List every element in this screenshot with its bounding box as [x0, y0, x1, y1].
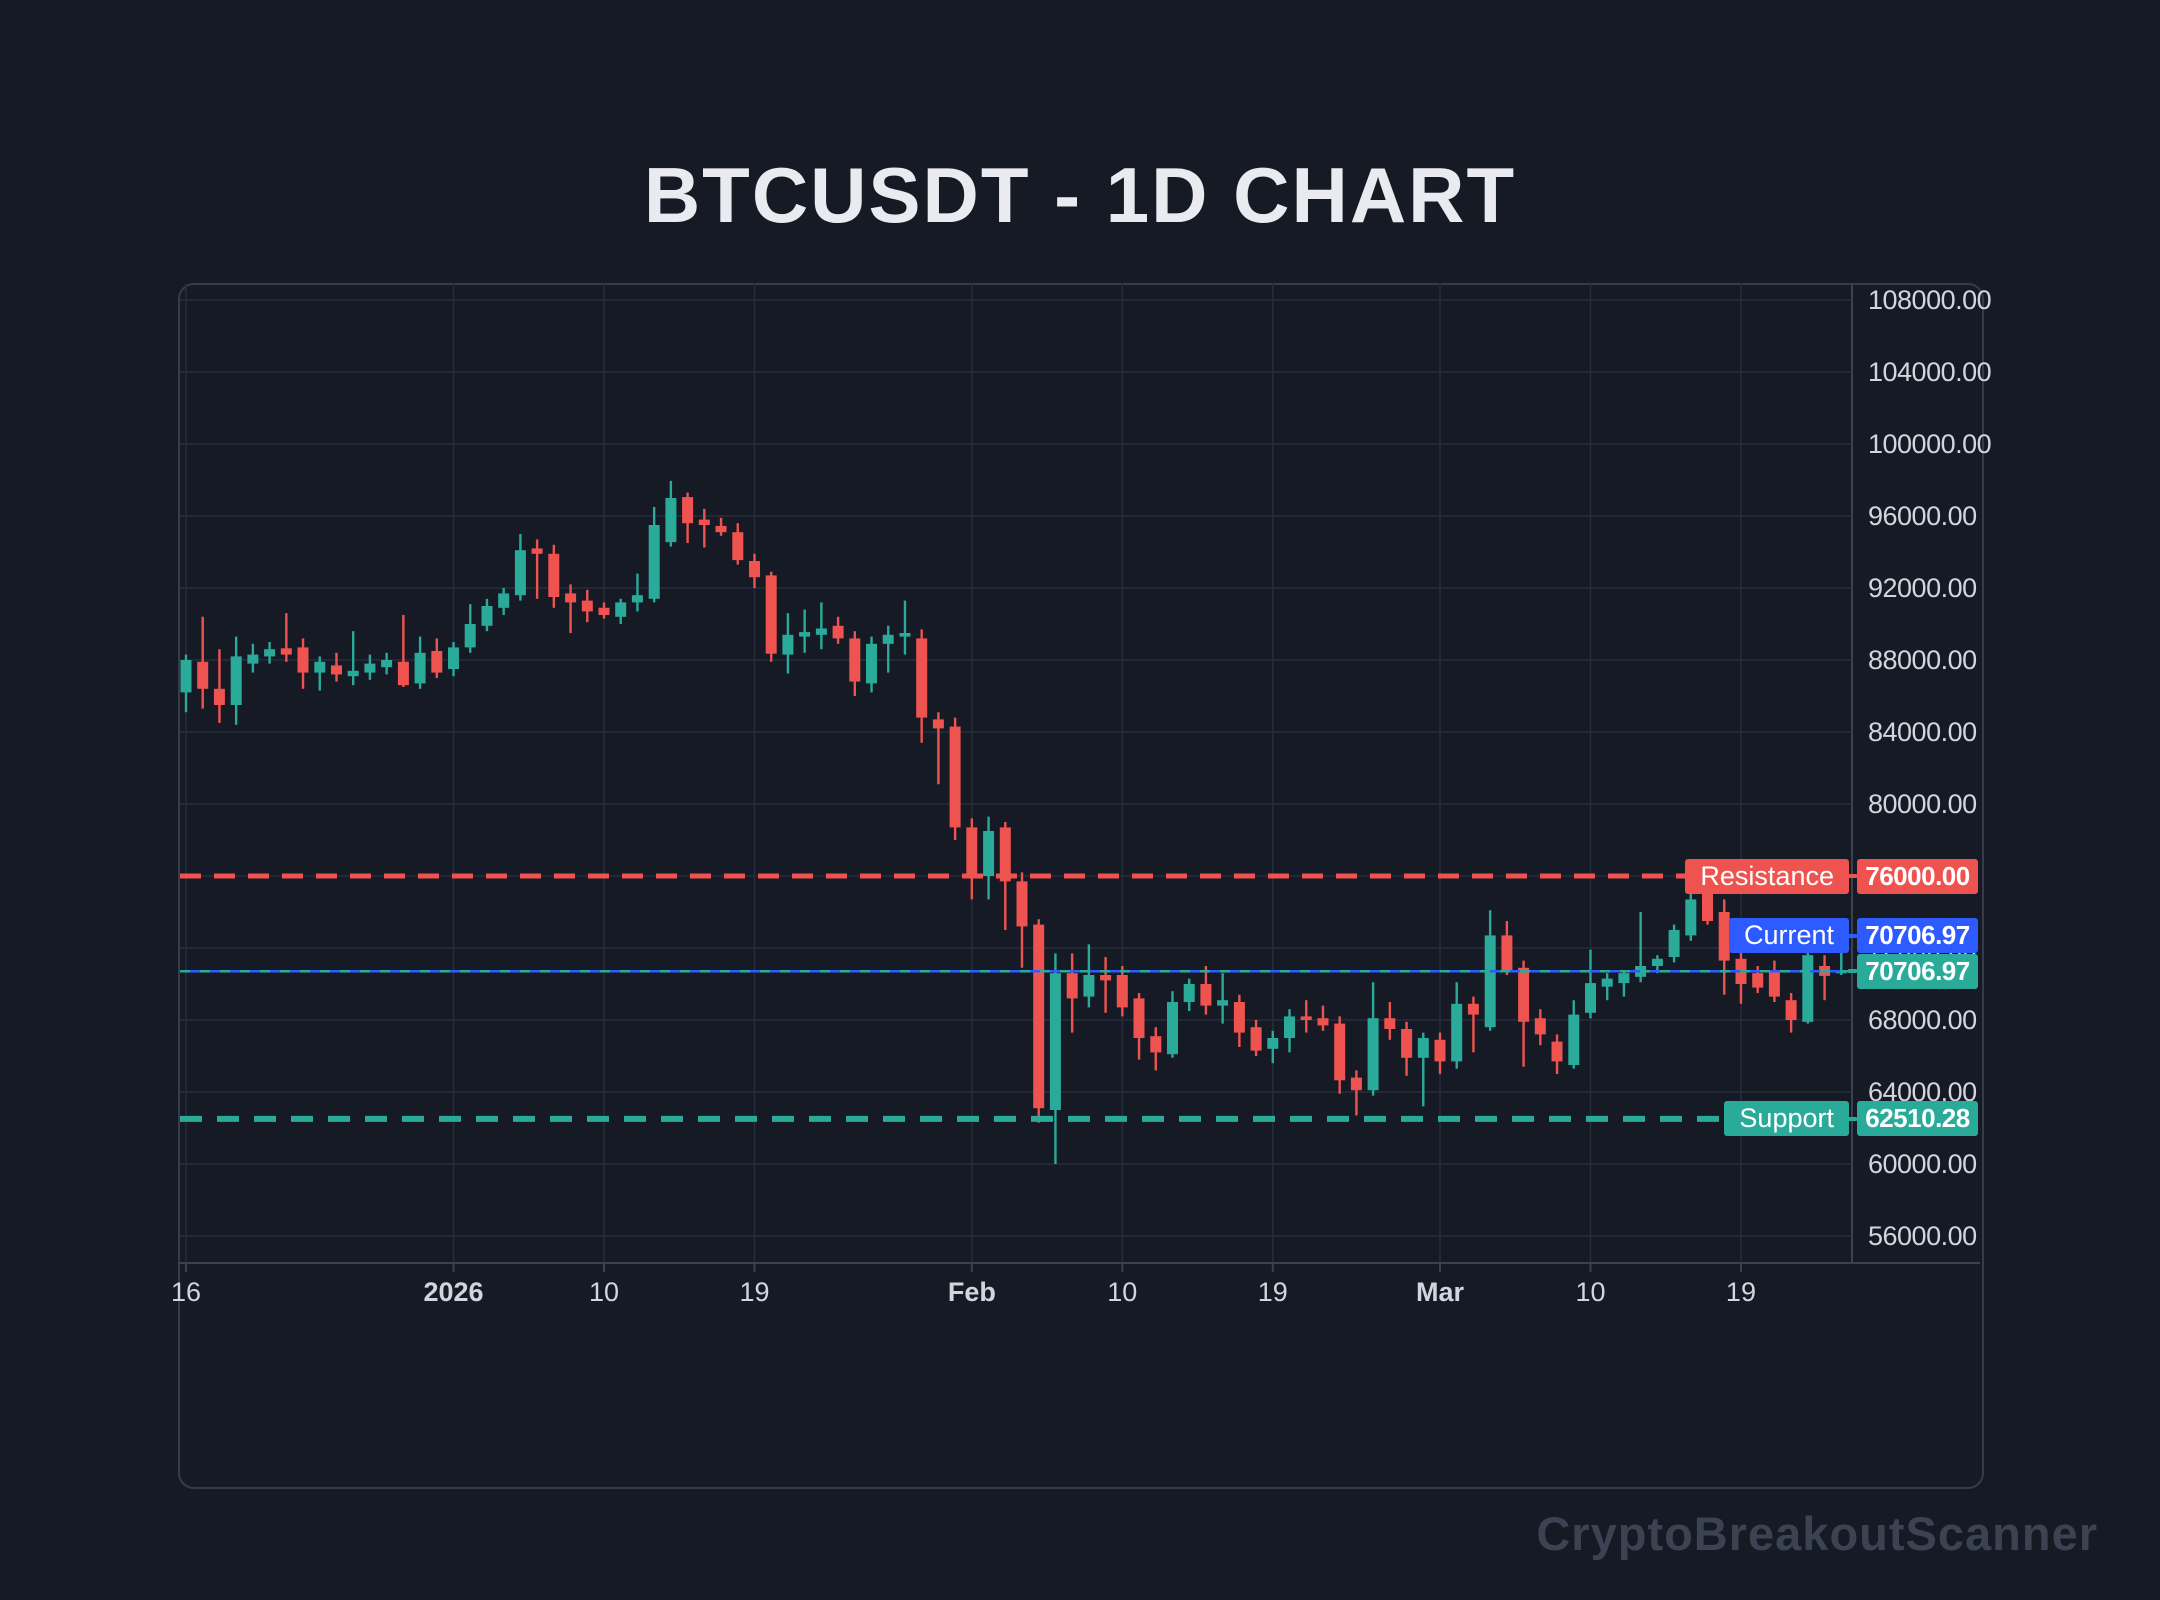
support-label: Support — [1724, 1101, 1849, 1137]
price-axis-label: 60000.00 — [1868, 1149, 1977, 1179]
time-axis-label: 16 — [170, 1277, 202, 1307]
price-axis-label: 80000.00 — [1868, 789, 1977, 819]
current-label: Current — [1728, 918, 1849, 954]
resistance-price-tag: 76000.00 — [1857, 858, 1978, 894]
last-price-connector-dash — [1848, 969, 1857, 974]
current-price-tag: 70706.97 — [1857, 918, 1978, 954]
time-axis-label: 19 — [1257, 1277, 1288, 1307]
time-axis-label: Mar — [1415, 1277, 1465, 1307]
price-axis-label: 84000.00 — [1868, 717, 1977, 747]
current-connector-dash — [1848, 933, 1857, 938]
price-axis-label: 56000.00 — [1868, 1221, 1977, 1251]
price-axis-label: 92000.00 — [1868, 573, 1977, 603]
time-axis-label: 10 — [1107, 1277, 1138, 1307]
support-connector-dash — [1848, 1116, 1857, 1121]
price-axis-label: 68000.00 — [1868, 1005, 1977, 1035]
chart-panel — [178, 283, 1984, 1489]
time-axis-label: 10 — [1575, 1277, 1606, 1307]
resistance-label: Resistance — [1685, 858, 1849, 894]
price-axis-label: 104000.00 — [1868, 357, 1992, 387]
price-axis-label: 100000.00 — [1868, 429, 1992, 459]
resistance-connector-dash — [1848, 874, 1857, 878]
last-price-tag: 70706.97 — [1857, 953, 1978, 989]
time-axis-label: 10 — [588, 1277, 620, 1307]
time-axis-label: 19 — [739, 1277, 770, 1307]
price-axis-label: 88000.00 — [1868, 645, 1977, 675]
time-axis-label: 19 — [1725, 1277, 1756, 1307]
page-title: BTCUSDT - 1D CHART — [643, 151, 1517, 239]
support-price-tag: 62510.28 — [1857, 1101, 1978, 1137]
price-axis-label: 108000.00 — [1868, 285, 1992, 315]
watermark: CryptoBreakoutScanner — [1536, 1507, 2098, 1560]
time-axis-label: Feb — [947, 1277, 996, 1307]
price-axis-label: 96000.00 — [1868, 501, 1977, 531]
time-axis-label: 2026 — [423, 1277, 484, 1307]
